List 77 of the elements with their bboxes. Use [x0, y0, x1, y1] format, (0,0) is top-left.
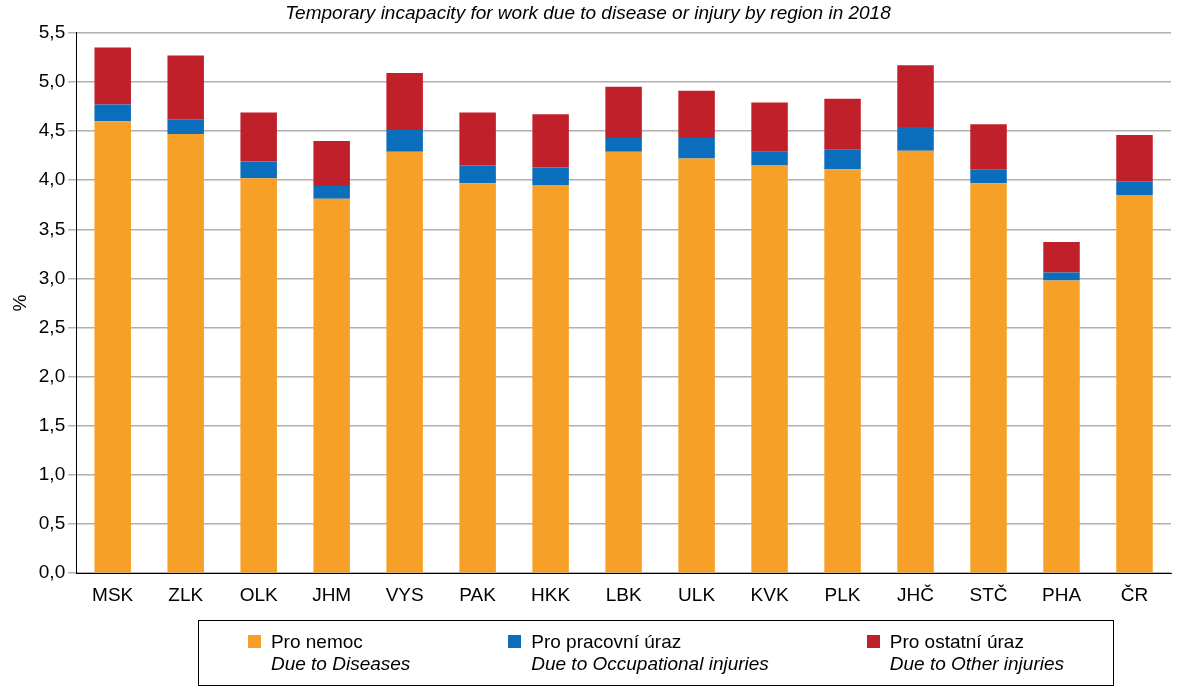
bar: [313, 140, 350, 187]
y-tick-label: 4,0: [38, 168, 66, 190]
bar: [751, 102, 788, 152]
bar: [167, 134, 204, 573]
legend-label: Pro ostatní úraz Due to Other injuries: [889, 631, 1065, 675]
bar: [532, 114, 569, 168]
bar: [240, 178, 277, 573]
x-tick-label: LBK: [605, 583, 642, 605]
x-tick-label: MSK: [92, 583, 134, 605]
bar: [532, 185, 569, 573]
bar: [1043, 272, 1080, 281]
bar: [897, 150, 934, 573]
y-tick-label: 4,5: [38, 119, 66, 141]
bar: [94, 104, 131, 122]
bar: [167, 119, 204, 134]
y-tick-label: 1,5: [38, 414, 66, 436]
chart-title: Temporary incapacity for work due to disease or injury by region in 2018: [285, 1, 892, 23]
bar: [532, 167, 569, 186]
bar: [1116, 181, 1153, 195]
bar: [313, 198, 350, 573]
x-tick-label: JHM: [312, 583, 352, 605]
bar: [751, 151, 788, 166]
y-tick-label: 5,5: [38, 21, 66, 43]
bar: [678, 158, 715, 573]
y-tick-label: 2,0: [38, 364, 66, 386]
bar: [386, 151, 423, 573]
bar: [94, 47, 131, 105]
x-tick-label: JHČ: [897, 583, 935, 605]
bar: [459, 165, 496, 184]
x-tick-label: ULK: [678, 583, 716, 605]
bar: [240, 161, 277, 179]
x-tick-label: ZLK: [168, 583, 204, 605]
bar: [824, 149, 861, 170]
bar: [605, 137, 642, 152]
bar: [1043, 280, 1080, 573]
bar: [386, 73, 423, 131]
bar: [751, 165, 788, 573]
bar: [167, 55, 204, 120]
bar: [459, 183, 496, 573]
legend-label: Pro nemoc Due to Diseases: [270, 631, 411, 675]
x-tick-label: PAK: [459, 583, 497, 605]
x-tick-label: PLK: [824, 583, 861, 605]
y-tick-label: 0,0: [38, 561, 66, 583]
x-tick-label: HKK: [531, 583, 571, 605]
bar: [678, 137, 715, 159]
bar: [970, 169, 1007, 184]
x-tick-label: PHA: [1041, 583, 1082, 605]
bar: [94, 121, 131, 573]
bar: [678, 90, 715, 138]
x-tick-label: KVK: [750, 583, 789, 605]
y-tick-label: 5,0: [38, 70, 66, 92]
bar: [240, 112, 277, 162]
x-tick-label: OLK: [239, 583, 279, 605]
y-tick-label: 3,0: [38, 266, 66, 288]
bar: [1043, 242, 1080, 273]
bar: [605, 151, 642, 573]
bar: [605, 86, 642, 138]
bar: [386, 130, 423, 152]
y-tick-label: 3,5: [38, 217, 66, 239]
x-tick-label: STČ: [969, 583, 1008, 605]
bar: [970, 183, 1007, 573]
legend-label: Pro pracovní úraz Due to Occupational injuries: [531, 631, 769, 675]
bar: [1116, 194, 1153, 573]
y-axis-title: %: [8, 294, 30, 312]
bar: [970, 124, 1007, 170]
bar: [824, 98, 861, 150]
bar: [897, 127, 934, 151]
x-tick-label: VYS: [385, 583, 424, 605]
y-tick-label: 0,5: [38, 512, 66, 534]
bar: [824, 169, 861, 573]
y-tick-label: 1,0: [38, 463, 66, 485]
y-tick-label: 2,5: [38, 315, 66, 337]
bar: [897, 65, 934, 128]
bar: [313, 186, 350, 199]
x-tick-label: ČR: [1120, 583, 1149, 605]
bar: [459, 112, 496, 166]
bar: [1116, 134, 1153, 182]
